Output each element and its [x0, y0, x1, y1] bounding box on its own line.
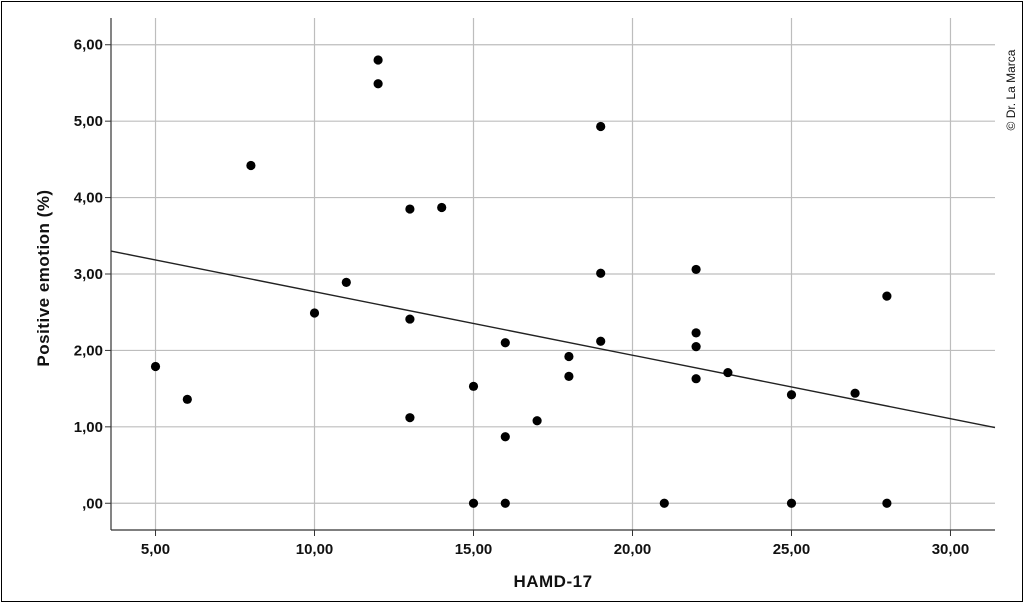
data-point — [596, 121, 606, 132]
x-tick-label: 20,00 — [614, 541, 652, 558]
data-point — [659, 498, 669, 508]
data-point — [723, 367, 733, 378]
data-point — [691, 374, 701, 384]
y-tick-label: 2,00 — [74, 342, 103, 359]
data-point — [246, 160, 256, 171]
y-tick-label: 5,00 — [74, 113, 103, 130]
data-points — [150, 55, 892, 508]
data-point — [341, 277, 351, 288]
data-point — [882, 498, 892, 508]
data-point — [468, 381, 479, 391]
copyright-watermark: © Dr. La Marca — [1004, 49, 1018, 130]
axes — [105, 18, 995, 536]
data-point — [468, 498, 479, 508]
y-tick-labels: ,00 1,00 2,00 3,00 4,00 5,00 6,00 — [74, 37, 103, 513]
y-tick-label: ,00 — [82, 495, 103, 512]
fit-line — [110, 250, 996, 429]
x-tick-label: 15,00 — [455, 541, 493, 558]
data-point — [500, 338, 510, 348]
data-point — [309, 308, 320, 318]
x-tick-label: 5,00 — [141, 541, 170, 558]
data-point — [882, 291, 892, 301]
y-tick-label: 3,00 — [74, 266, 103, 283]
data-point — [786, 498, 797, 508]
data-point — [500, 432, 510, 442]
data-point — [691, 264, 701, 275]
data-point — [437, 202, 447, 213]
regression-line — [110, 250, 996, 429]
data-point — [691, 328, 701, 338]
data-point — [786, 390, 797, 400]
data-point — [405, 204, 415, 214]
data-point — [373, 79, 383, 89]
data-point — [850, 388, 860, 398]
data-point — [564, 371, 574, 381]
data-point — [182, 394, 192, 404]
x-axis-title: HAMD-17 — [513, 572, 592, 591]
y-tick-label: 1,00 — [74, 419, 103, 436]
x-tick-label: 10,00 — [296, 541, 334, 558]
x-tick-label: 30,00 — [932, 541, 970, 558]
data-point — [532, 416, 542, 426]
data-point — [373, 55, 383, 65]
data-point — [564, 351, 574, 362]
data-point — [691, 341, 701, 352]
data-point — [500, 498, 510, 508]
y-tick-label: 4,00 — [74, 190, 103, 207]
x-tick-label: 25,00 — [773, 541, 811, 558]
x-tick-labels: 5,00 10,00 15,00 20,00 25,00 30,00 — [141, 541, 969, 558]
data-point — [150, 361, 161, 372]
grid-lines — [111, 18, 995, 530]
data-point — [596, 336, 606, 346]
y-axis-title: Positive emotion (%) — [34, 189, 53, 366]
data-point — [405, 314, 415, 324]
y-tick-label: 6,00 — [74, 37, 103, 54]
data-point — [596, 268, 606, 278]
data-point — [405, 413, 415, 423]
